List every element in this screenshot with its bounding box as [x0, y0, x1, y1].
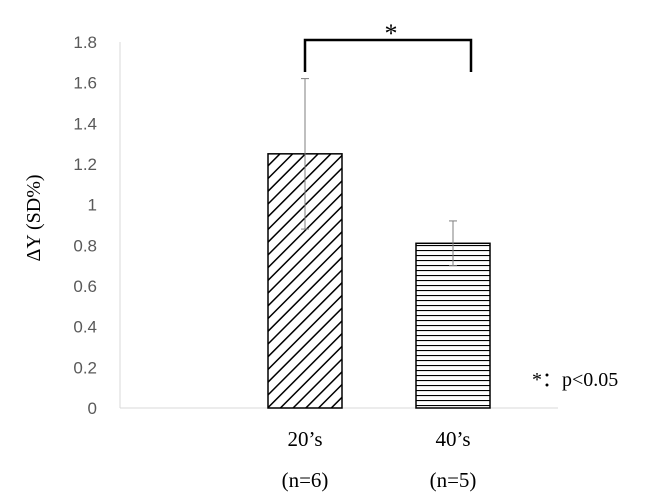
y-tick-label: 1 [88, 196, 97, 215]
y-tick-label: 0.6 [73, 277, 97, 296]
category-label: 20’s [287, 427, 322, 451]
y-tick-label: 1.6 [73, 74, 97, 93]
y-tick-label: 1.8 [73, 33, 97, 52]
sample-size-label: (n=5) [430, 468, 477, 492]
category-label: 40’s [435, 427, 470, 451]
y-tick-label: 0.8 [73, 236, 97, 255]
error-bars [301, 78, 457, 267]
bars [267, 153, 491, 409]
x-axis-categories: 20’s (n=6) 40’s (n=5) [282, 427, 477, 492]
significance-note: *：p<0.05 [532, 369, 618, 391]
significance-marker: * [385, 19, 398, 48]
y-tick-label: 0.4 [73, 318, 97, 337]
y-tick-label: 0.2 [73, 358, 97, 377]
bar-2 [415, 242, 491, 409]
y-tick-label: 0 [88, 399, 97, 418]
y-axis-label: ΔY (SD%) [23, 174, 45, 261]
y-tick-label: 1.4 [73, 114, 97, 133]
y-tick-label: 1.2 [73, 155, 97, 174]
sample-size-label: (n=6) [282, 468, 329, 492]
significance-bracket [303, 38, 473, 72]
y-axis-ticks: 1.8 1.6 1.4 1.2 1 0.8 0.6 0.4 0.2 0 [73, 33, 97, 418]
